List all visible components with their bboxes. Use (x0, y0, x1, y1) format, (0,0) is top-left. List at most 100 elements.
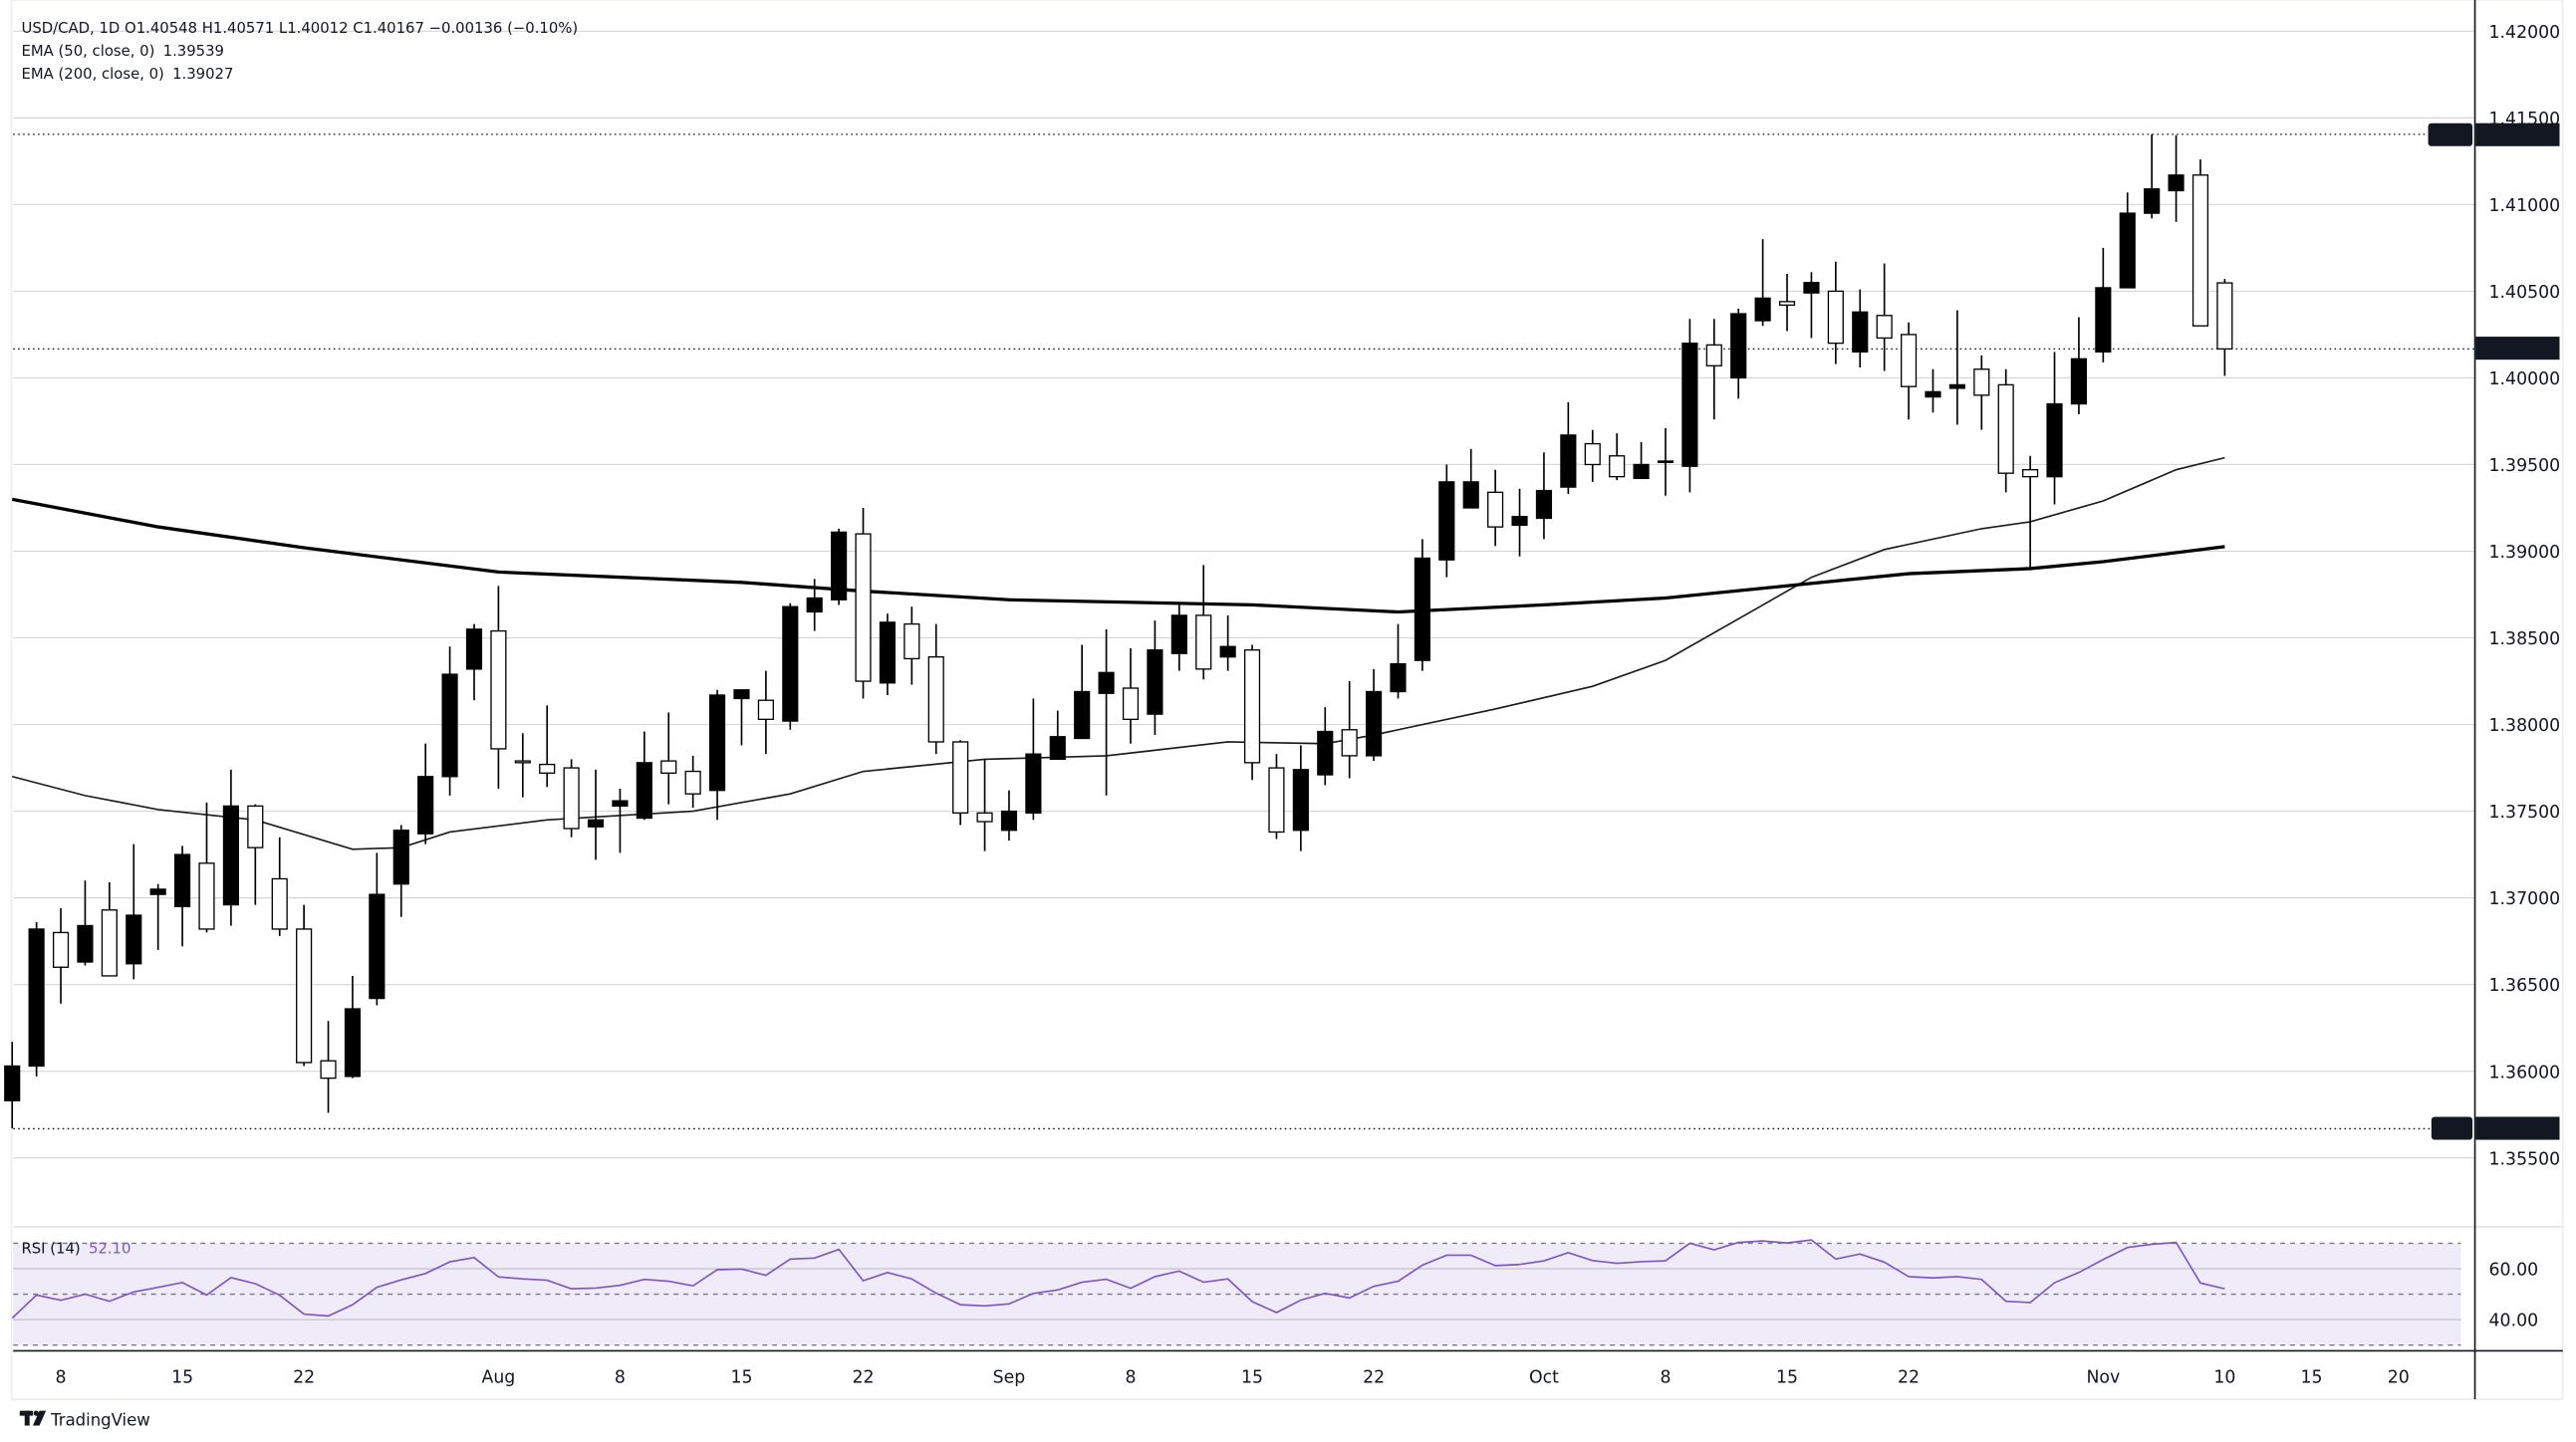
candle (52, 908, 70, 1004)
candle (2046, 352, 2063, 505)
candle (2070, 317, 2088, 415)
tradingview-logo[interactable]: TradingView (19, 1410, 150, 1430)
candle-body-up (879, 621, 897, 684)
candle (1414, 539, 1430, 671)
candle-body-up (1948, 383, 1965, 389)
legend: USD/CAD, 1D O1.40548 H1.40571 L1.40012 C… (21, 20, 578, 1257)
candle-body-up (344, 1008, 362, 1078)
symbol-ohlc-line[interactable]: USD/CAD, 1D O1.40548 H1.40571 L1.40012 C… (21, 20, 578, 37)
candle (1876, 263, 1893, 371)
candle-body-up (1633, 463, 1650, 480)
time-tick-label: Oct (1529, 1368, 1559, 1388)
candle-body-up (1803, 282, 1820, 294)
candle (1366, 668, 1383, 762)
candle (1925, 368, 1941, 413)
ema50-legend[interactable]: EMA (50, close, 0) 1.39539 (21, 43, 224, 60)
candle (1511, 488, 1528, 557)
price-tick-label: 1.35500 (2489, 1149, 2561, 1169)
candle (417, 743, 434, 844)
time-tick-label: 22 (293, 1368, 315, 1388)
candle-body-down (684, 770, 701, 795)
chart-frame (10, 0, 2564, 1400)
candle-body-down (1195, 614, 1212, 670)
price-tick-label: 1.36500 (2489, 976, 2561, 996)
candle-body-down (1997, 383, 2014, 474)
time-tick-label: Sep (993, 1368, 1026, 1388)
low-value-box (2475, 1116, 2560, 1140)
candle (271, 837, 288, 936)
candle (1487, 469, 1504, 547)
candle-body-up (1025, 753, 1042, 814)
rsi-pane (11, 1239, 2225, 1320)
candle-body-up (1074, 690, 1091, 740)
candle-body-up (1390, 662, 1407, 693)
candle-body-down (514, 760, 531, 764)
candle (1535, 452, 1553, 540)
ema-lines (11, 456, 2225, 850)
candle-body-up (708, 694, 726, 792)
candle (1803, 272, 1820, 339)
ema200-label: EMA (200, close, 0) (21, 66, 163, 83)
ema200-legend[interactable]: EMA (200, close, 0) 1.39027 (21, 66, 233, 83)
candle (1973, 355, 1990, 430)
candle-body-up (4, 1065, 21, 1101)
candle (1170, 604, 1187, 671)
rsi-value: 52.10 (89, 1240, 130, 1257)
candle (2216, 279, 2233, 376)
candle-body-down (660, 760, 677, 774)
candle (782, 602, 799, 730)
candle (1560, 401, 1577, 495)
candle-body-up (1049, 736, 1066, 761)
price-tick-label: 1.37500 (2489, 803, 2561, 823)
candle (976, 759, 993, 851)
candle-body-up (587, 819, 605, 828)
candle-body-down (2191, 174, 2209, 327)
candle (563, 759, 580, 838)
time-tick-label: 10 (2213, 1368, 2235, 1388)
candle-body-down (855, 533, 872, 682)
price-tick-label: 1.39500 (2489, 456, 2561, 476)
candle-body-down (1487, 491, 1504, 528)
candle (1390, 623, 1407, 699)
ema200-line (11, 497, 2225, 614)
candle (490, 586, 507, 789)
candle (1195, 565, 1212, 680)
candle-body-down (952, 741, 969, 814)
price-axis[interactable]: 1.420001.415001.410001.405001.400001.395… (2489, 23, 2561, 1331)
candle-body-down (2022, 469, 2039, 478)
candle (1584, 429, 1601, 482)
rsi-legend[interactable]: RSI (14) 52.10 (21, 1240, 130, 1257)
candle-body-down (1243, 649, 1261, 764)
candle (757, 670, 774, 755)
candle (101, 881, 118, 977)
price-tick-label: 1.37000 (2489, 889, 2561, 909)
rsi-line (11, 1239, 2225, 1320)
candle (296, 904, 313, 1067)
time-tick-label: 8 (1660, 1368, 1671, 1388)
candle-body-down (320, 1060, 337, 1080)
candle-body-up (733, 689, 750, 700)
last-price-marker: 1.40167 (2475, 337, 2560, 360)
candle-body-up (28, 928, 45, 1068)
candle-body-up (174, 853, 191, 907)
candle (2095, 247, 2112, 362)
candle (1633, 441, 1650, 480)
candle (4, 1042, 21, 1129)
low-label-box (2431, 1116, 2473, 1140)
price-tick-label: 1.42000 (2489, 23, 2561, 43)
time-axis[interactable]: 8 15 22 Aug 8 15 22 Sep 8 15 22 Oct 8 15 22 Nov 10 15 20 (56, 1368, 2410, 1388)
candle-body-up (2070, 358, 2088, 405)
time-tick-label: 15 (730, 1368, 752, 1388)
candle (28, 921, 45, 1077)
ema50-label: EMA (50, close, 0) (21, 43, 154, 60)
candle-body-down (1973, 368, 1990, 396)
candle-body-up (1000, 810, 1018, 832)
time-tick-label: 22 (853, 1368, 875, 1388)
time-tick-label: 8 (615, 1368, 626, 1388)
candle (587, 769, 605, 860)
price-tick-label: 1.36000 (2489, 1063, 2561, 1082)
time-tick-label: 8 (1125, 1368, 1136, 1388)
candle-body-up (806, 597, 823, 613)
